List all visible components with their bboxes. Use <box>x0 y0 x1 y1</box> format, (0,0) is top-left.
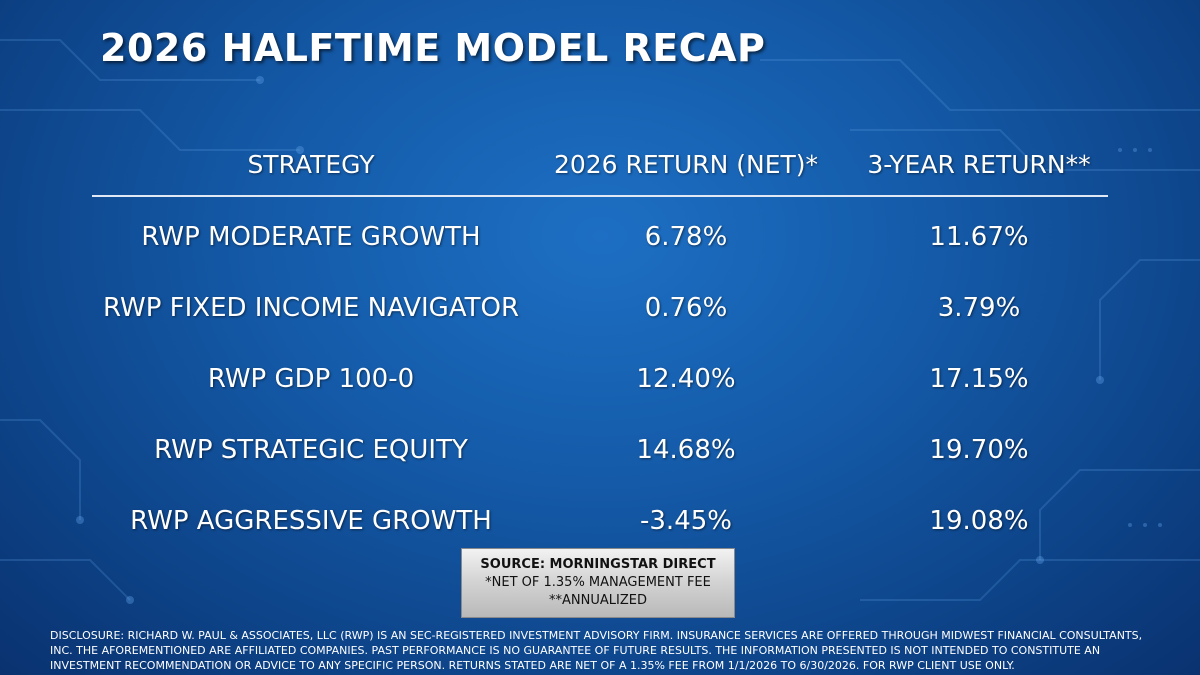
return-value: 11.67% <box>929 222 1029 252</box>
disclosure: DISCLOSURE: RICHARD W. PAUL & ASSOCIATES… <box>50 629 1143 672</box>
return-value: 3.79% <box>937 293 1021 323</box>
column-header: STRATEGY <box>247 150 375 179</box>
source-box: SOURCE: MORNINGSTAR DIRECT *NET OF 1.35%… <box>461 548 735 618</box>
return-value: 19.70% <box>929 435 1029 465</box>
return-value: 12.40% <box>636 364 736 394</box>
return-value: 6.78% <box>644 222 728 252</box>
slide-title: 2026 HALFTIME MODEL RECAP <box>100 26 766 70</box>
return-value: -3.45% <box>640 506 732 536</box>
source-line: **ANNUALIZED <box>549 593 647 608</box>
return-value: 19.08% <box>929 506 1029 536</box>
header-rule <box>92 195 1108 197</box>
return-value: 0.76% <box>644 293 728 323</box>
strategy-name: RWP GDP 100-0 <box>207 364 415 394</box>
column-header: 2026 RETURN (NET)* <box>553 150 819 179</box>
strategy-name: RWP AGGRESSIVE GROWTH <box>130 506 492 536</box>
source-line: *NET OF 1.35% MANAGEMENT FEE <box>485 575 711 590</box>
strategy-name: RWP MODERATE GROWTH <box>141 222 481 252</box>
column-header: 3-YEAR RETURN** <box>867 150 1091 179</box>
strategy-name: RWP STRATEGIC EQUITY <box>154 435 468 465</box>
return-value: 17.15% <box>929 364 1029 394</box>
strategy-name: RWP FIXED INCOME NAVIGATOR <box>102 293 520 323</box>
return-value: 14.68% <box>636 435 736 465</box>
source-line: SOURCE: MORNINGSTAR DIRECT <box>480 557 716 572</box>
